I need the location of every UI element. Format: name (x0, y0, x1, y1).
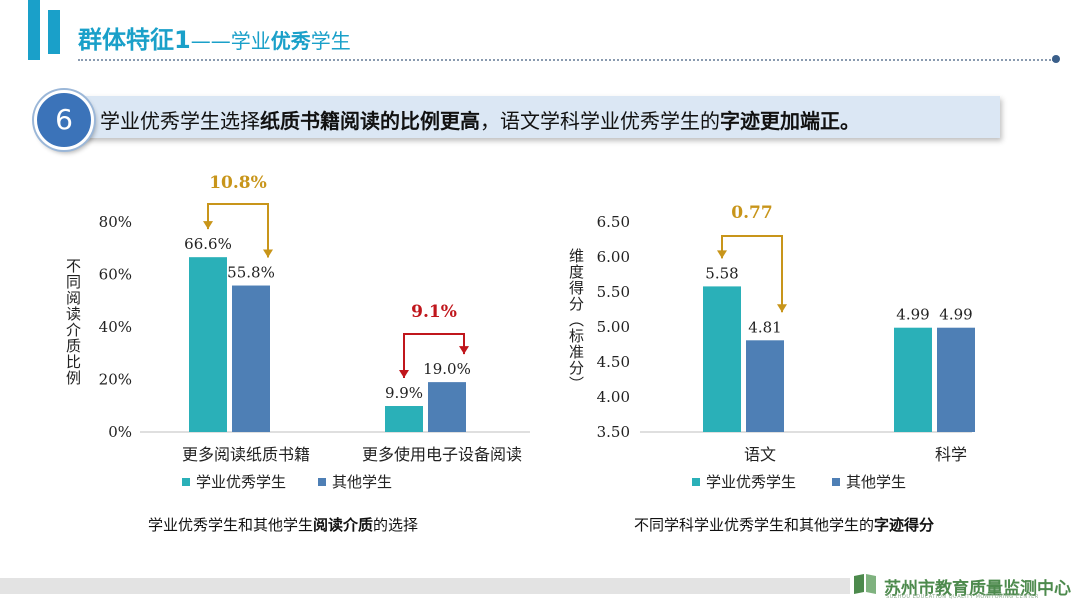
legend-label: 学业优秀学生 (706, 473, 796, 491)
data-label: 4.99 (939, 306, 972, 324)
arrowhead-icon (263, 249, 273, 258)
legend-label: 学业优秀学生 (196, 473, 286, 491)
arrowhead-icon (459, 346, 469, 355)
title-divider (78, 59, 1054, 61)
bar-excellent (703, 286, 741, 432)
left-chart-caption: 学业优秀学生和其他学生阅读介质的选择 (148, 514, 418, 535)
x-tick-label: 语文 (744, 445, 776, 464)
legend-label: 其他学生 (846, 473, 906, 491)
x-tick-label: 更多使用电子设备阅读 (362, 445, 522, 464)
data-label: 4.81 (748, 318, 781, 336)
arrowhead-icon (203, 221, 213, 230)
title-accent-bar-inner (48, 10, 60, 54)
legend-swatch (318, 478, 326, 486)
y-tick-label: 5.00 (597, 318, 630, 336)
book-logo-icon (854, 574, 876, 594)
left-caption-1: 学业优秀学生和其他学生 (148, 516, 314, 534)
y-tick-label: 5.50 (597, 283, 630, 301)
x-tick-label: 科学 (935, 445, 967, 464)
difference-label: 9.1% (411, 302, 457, 322)
data-label: 66.6% (184, 235, 232, 253)
y-tick-label: 80% (99, 213, 132, 231)
title-tail: 学生 (310, 29, 351, 53)
arrowhead-icon (399, 370, 409, 379)
finding-number-badge: 6 (34, 90, 94, 150)
data-label: 4.99 (896, 306, 929, 324)
y-tick-label: 3.50 (597, 423, 630, 441)
left-caption-2: 的选择 (373, 516, 419, 534)
bar-other (937, 327, 975, 432)
legend-swatch (182, 478, 190, 486)
data-label: 19.0% (423, 360, 471, 378)
y-tick-label: 40% (99, 318, 132, 336)
legend-label: 其他学生 (332, 473, 392, 491)
bar-other (232, 285, 270, 432)
bar-other (428, 382, 466, 432)
data-label: 9.9% (385, 384, 423, 402)
y-tick-label: 4.50 (597, 353, 630, 371)
left-caption-bold: 阅读介质 (313, 516, 374, 534)
y-axis-label: 不同阅读介质比例 (64, 258, 82, 386)
difference-bracket (403, 333, 465, 379)
data-label: 55.8% (227, 264, 275, 282)
banner-bold-2: 字迹更加端正。 (720, 109, 860, 133)
banner-bold-1: 纸质书籍阅读的比例更高 (260, 109, 480, 133)
org-name-english: SUZHOU EDUCATION QUALITY MONITORING CENT… (886, 594, 1039, 600)
bar-excellent (894, 327, 932, 432)
title-divider-end (1052, 55, 1060, 63)
footer-bar (0, 578, 850, 594)
bar-other (746, 340, 784, 432)
y-tick-label: 0% (108, 423, 132, 441)
y-tick-label: 6.00 (597, 248, 630, 266)
y-tick-label: 60% (99, 266, 132, 284)
difference-bracket (721, 235, 783, 313)
title-accent-bar (28, 0, 40, 60)
legend-swatch (692, 478, 700, 486)
org-name: 苏州市教育质量监测中心 (884, 579, 1071, 599)
legend-swatch (832, 478, 840, 486)
y-tick-label: 20% (99, 371, 132, 389)
arrowhead-icon (777, 304, 787, 313)
banner-text-1: 学业优秀学生选择 (100, 109, 260, 133)
title-main: 群体特征1 (78, 26, 191, 54)
key-finding-banner: 学业优秀学生选择纸质书籍阅读的比例更高，语文学科学业优秀学生的字迹更加端正。 (60, 96, 1000, 138)
arrowhead-icon (717, 250, 727, 259)
banner-text: 学业优秀学生选择纸质书籍阅读的比例更高，语文学科学业优秀学生的字迹更加端正。 (100, 105, 860, 134)
banner-text-2: ，语文学科学业优秀学生的 (480, 109, 720, 133)
difference-bracket (207, 203, 269, 258)
y-tick-label: 6.50 (597, 213, 630, 231)
y-tick-label: 4.00 (597, 388, 630, 406)
difference-label: 10.8% (209, 173, 267, 193)
y-axis-label: 维度得分（标准分） (567, 248, 585, 392)
right-caption-1: 不同学科学业优秀学生和其他学生的 (634, 516, 875, 534)
title-dash: ——学业 (190, 29, 271, 53)
right-caption-bold: 字迹得分 (874, 516, 935, 534)
handwriting-score-chart: 3.50 4.00 4.50 5.00 5.50 6.00 6.50 维度得分（标准分） 语文 5… (567, 203, 975, 491)
x-tick-label: 更多阅读纸质书籍 (182, 445, 310, 464)
bar-excellent (189, 257, 227, 432)
bar-excellent (385, 406, 423, 432)
page-title: 群体特征1——学业优秀学生 (78, 20, 351, 55)
right-chart-caption: 不同学科学业优秀学生和其他学生的字迹得分 (634, 514, 934, 535)
data-label: 5.58 (705, 264, 738, 282)
difference-label: 0.77 (731, 203, 772, 223)
title-bold: 优秀 (270, 29, 311, 53)
